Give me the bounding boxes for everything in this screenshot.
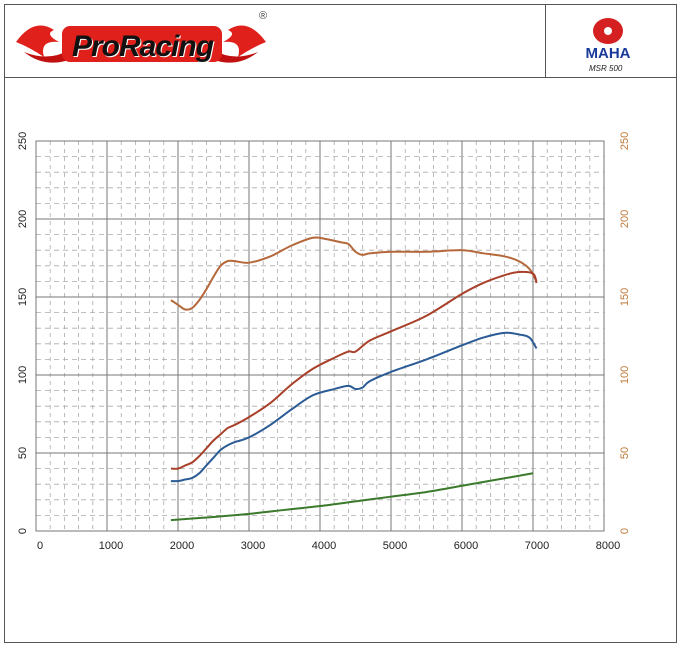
maha-logo: MAHA xyxy=(582,14,634,64)
x-tick-label: 5000 xyxy=(383,540,407,552)
plot-border xyxy=(35,140,605,532)
x-tick-label: 4000 xyxy=(312,540,336,552)
y2-tick-label: 250 xyxy=(619,132,631,150)
y-tick-label: 250 xyxy=(17,132,29,150)
header-vertical-divider xyxy=(545,4,546,78)
y2-tick-label: 0 xyxy=(619,528,631,534)
series-line-1 xyxy=(170,236,538,311)
y-tick-label: 50 xyxy=(17,447,29,459)
registered-mark: ® xyxy=(259,10,268,22)
series-line-2 xyxy=(170,270,538,470)
x-tick-label: 2000 xyxy=(170,540,194,552)
dyno-model: MSR 500 xyxy=(589,64,623,73)
series-lines xyxy=(170,236,538,522)
y-tick-label: 100 xyxy=(17,366,29,384)
y-tick-label: 0 xyxy=(17,528,29,534)
y-tick-label: 150 xyxy=(17,288,29,306)
proracing-logo: ProRacing xyxy=(14,12,274,68)
dyno-chart: 0 1000 2000 3000 4000 5000 6000 7000 80000501001… xyxy=(17,132,631,552)
y-tick-label: 200 xyxy=(17,210,29,228)
x-tick-label: 3000 xyxy=(241,540,265,552)
x-tick-label: 8000 xyxy=(596,540,620,552)
tick-labels: 0 1000 2000 3000 4000 5000 6000 7000 80000501001… xyxy=(17,132,631,552)
y2-tick-label: 100 xyxy=(619,366,631,384)
brand-name: ProRacing xyxy=(72,30,214,63)
x-tick-label: 6000 xyxy=(454,540,478,552)
x-tick-label: 0 xyxy=(37,540,43,552)
x-tick-label: 1000 xyxy=(99,540,123,552)
maha-wordmark: MAHA xyxy=(586,45,631,62)
y2-tick-label: 50 xyxy=(619,447,631,459)
grid xyxy=(35,140,605,532)
series-line-4 xyxy=(170,472,534,522)
x-tick-label: 7000 xyxy=(525,540,549,552)
series-line-3 xyxy=(170,331,538,483)
header-divider xyxy=(4,77,676,78)
flame-graphic-icon xyxy=(16,25,266,63)
y2-tick-label: 150 xyxy=(619,288,631,306)
y2-tick-label: 200 xyxy=(619,210,631,228)
report-frame xyxy=(4,4,677,643)
